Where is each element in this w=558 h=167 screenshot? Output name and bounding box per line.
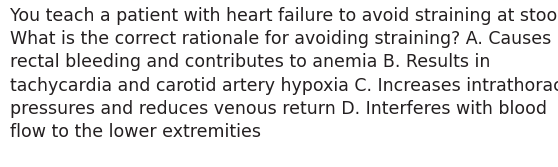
Text: You teach a patient with heart failure to avoid straining at stool.
What is the : You teach a patient with heart failure t…: [10, 7, 558, 141]
